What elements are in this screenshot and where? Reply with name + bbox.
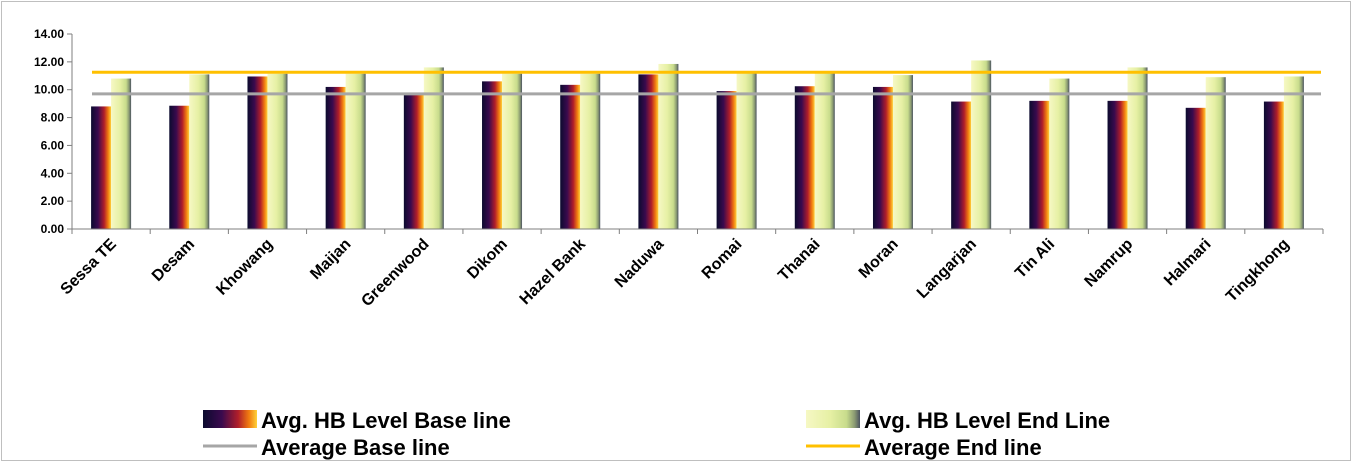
bar-base-line: [638, 74, 659, 230]
bar-end-line: [580, 73, 601, 229]
legend-end-bar-swatch: [806, 410, 860, 428]
bar-end-line: [1127, 67, 1148, 229]
y-tick-label: 8.00: [41, 111, 65, 125]
bar-end-line: [1205, 77, 1226, 229]
bar-base-line: [247, 76, 268, 229]
bar-base-line: [91, 106, 112, 229]
bar-base-line: [403, 94, 424, 229]
y-tick-label: 14.00: [34, 27, 64, 41]
legend-end-bar-label: Avg. HB Level End Line: [864, 408, 1110, 433]
bar-end-line: [423, 67, 444, 229]
bar-end-line: [111, 78, 132, 229]
legend-average-end-label: Average End line: [864, 435, 1042, 460]
bar-base-line: [794, 86, 815, 229]
bar-end-line: [736, 73, 757, 229]
y-tick-label: 10.00: [34, 83, 64, 97]
y-tick-label: 6.00: [41, 138, 65, 152]
y-tick-label: 4.00: [41, 166, 65, 180]
bar-end-line: [345, 73, 366, 229]
bar-end-line: [658, 63, 679, 230]
bar-end-line: [189, 74, 210, 230]
legend: Avg. HB Level Base line Avg. HB Level End…: [203, 408, 1110, 460]
bar-end-line: [1283, 76, 1304, 229]
bar-end-line: [971, 60, 992, 229]
bar-base-line: [1029, 100, 1050, 229]
legend-base-bar-swatch: [203, 410, 257, 428]
bar-end-line: [892, 75, 913, 229]
legend-base-bar-label: Avg. HB Level Base line: [261, 408, 511, 433]
bar-base-line: [1263, 101, 1284, 229]
bar-base-line: [482, 81, 503, 229]
y-tick-label: 0.00: [41, 222, 65, 236]
bar-base-line: [169, 105, 190, 229]
bar-end-line: [267, 73, 288, 229]
bar-base-line: [325, 86, 346, 229]
bar-base-line: [560, 84, 581, 229]
bar-base-line: [1107, 100, 1128, 229]
y-tick-label: 2.00: [41, 194, 65, 208]
bar-base-line: [872, 86, 893, 229]
bar-end-line: [814, 73, 835, 229]
bar-end-line: [502, 73, 523, 229]
bar-base-line: [951, 101, 972, 229]
y-tick-label: 12.00: [34, 55, 64, 69]
bar-end-line: [1049, 78, 1070, 229]
bar-base-line: [1185, 107, 1206, 229]
legend-average-base-label: Average Base line: [261, 435, 450, 460]
bar-base-line: [716, 91, 737, 229]
